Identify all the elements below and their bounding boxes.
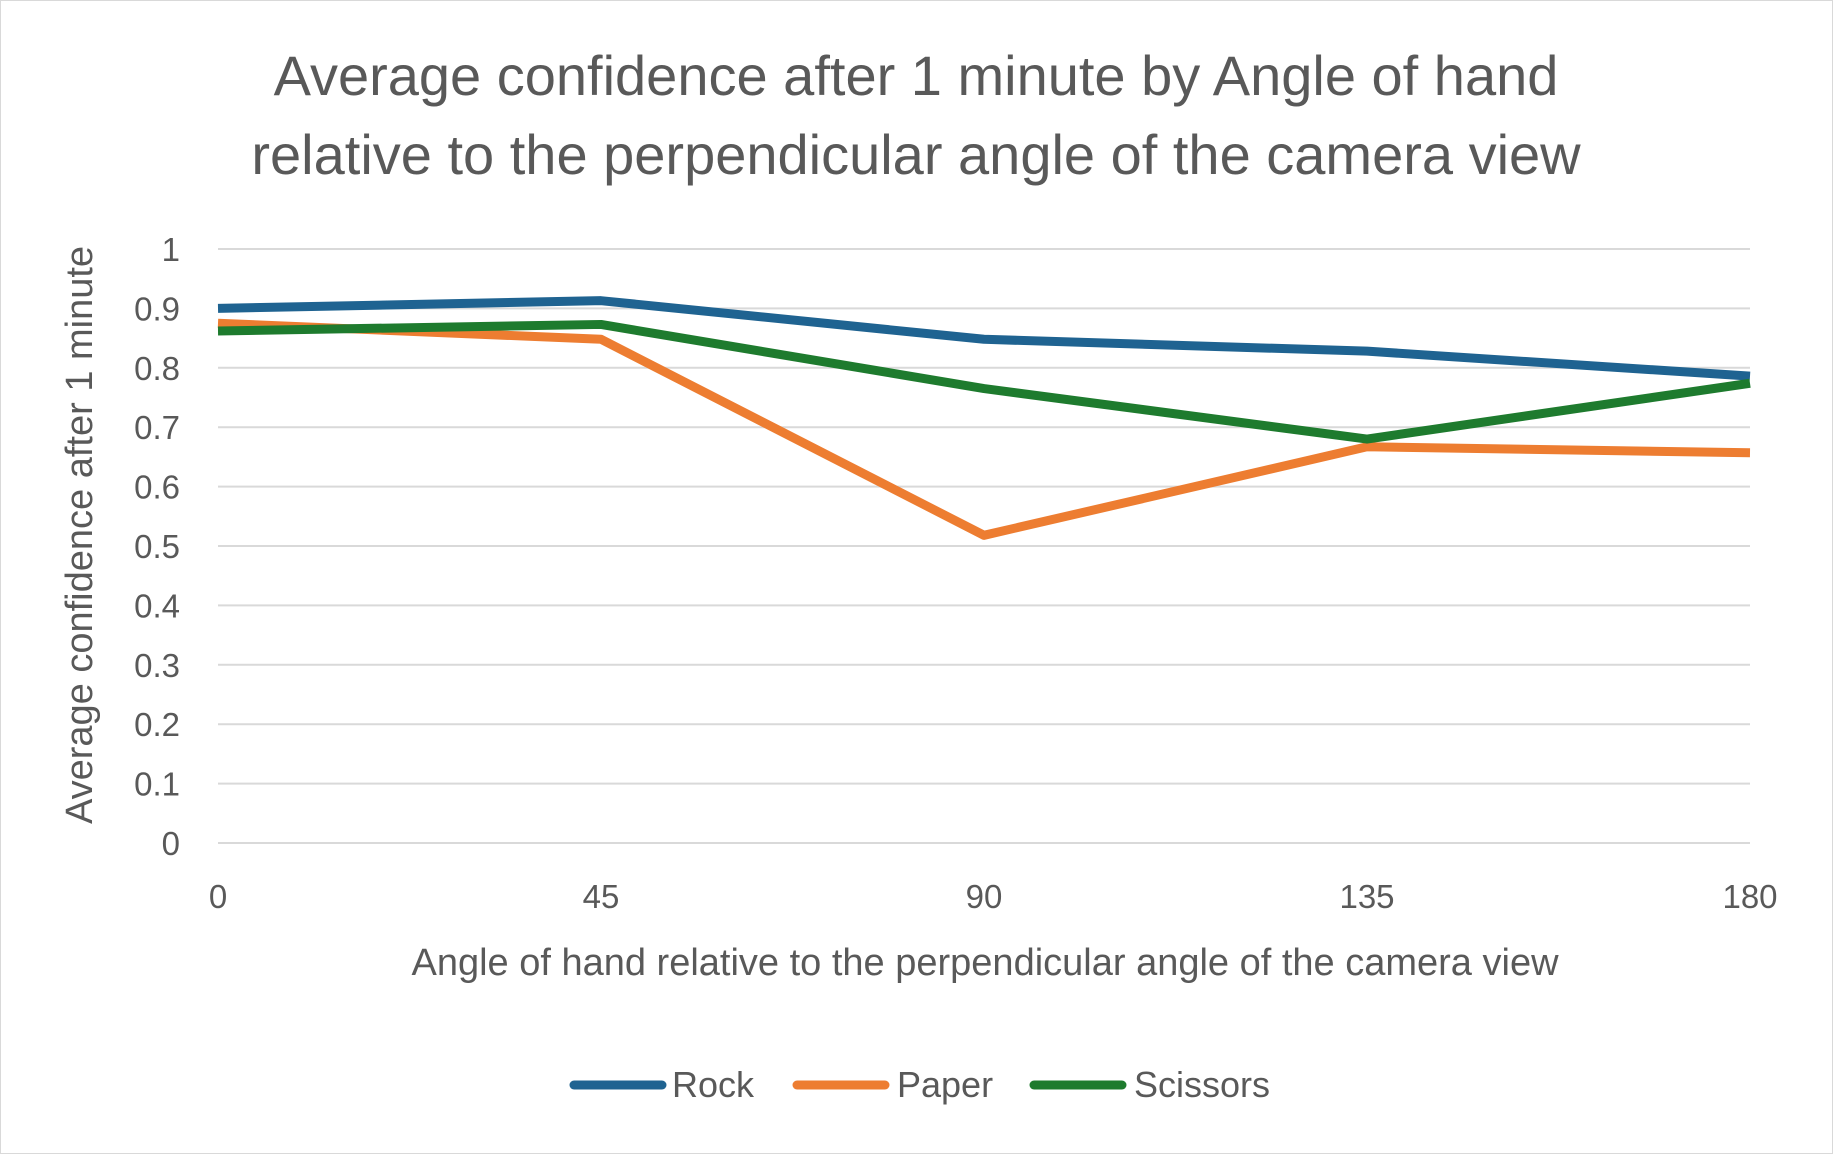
series-lines	[217, 296, 1751, 540]
gridlines	[218, 248, 1750, 844]
y-tick-label: 0.4	[134, 587, 180, 624]
y-tick-label: 0.7	[134, 409, 180, 446]
y-tick-label: 0.9	[134, 290, 180, 327]
y-tick-label: 0.3	[134, 647, 180, 684]
y-tick-label: 1	[162, 231, 180, 268]
series-line-rock	[217, 296, 1751, 381]
y-tick-label: 0.2	[134, 706, 180, 743]
legend: Rock Paper Scissors	[569, 1064, 1270, 1105]
series-line-paper	[217, 318, 1751, 540]
y-axis-label: Average confidence after 1 minute	[59, 246, 101, 824]
legend-label-paper: Paper	[897, 1064, 993, 1105]
x-tick-label: 135	[1339, 878, 1394, 915]
chart-title-line-2: relative to the perpendicular angle of t…	[251, 123, 1581, 186]
y-tick-label: 0.5	[134, 528, 180, 565]
x-tick-label: 90	[966, 878, 1003, 915]
y-tick-label: 0.8	[134, 350, 180, 387]
x-axis-label: Angle of hand relative to the perpendicu…	[411, 942, 1559, 984]
y-tick-label: 0.6	[134, 469, 180, 506]
series-line-scissors	[217, 319, 1751, 444]
x-tick-label: 45	[583, 878, 620, 915]
chart-title-line-1: Average confidence after 1 minute by Ang…	[274, 44, 1559, 107]
y-tick-label: 0.1	[134, 766, 180, 803]
x-tick-label: 180	[1722, 878, 1777, 915]
y-tick-label: 0	[162, 825, 180, 862]
x-axis-ticks: 0 45 90 135 180	[209, 878, 1778, 915]
x-tick-label: 0	[209, 878, 227, 915]
legend-label-scissors: Scissors	[1134, 1064, 1270, 1105]
legend-label-rock: Rock	[672, 1064, 755, 1105]
y-axis-ticks: 0 0.1 0.2 0.3 0.4 0.5 0.6 0.7 0.8 0.9 1	[134, 231, 180, 862]
